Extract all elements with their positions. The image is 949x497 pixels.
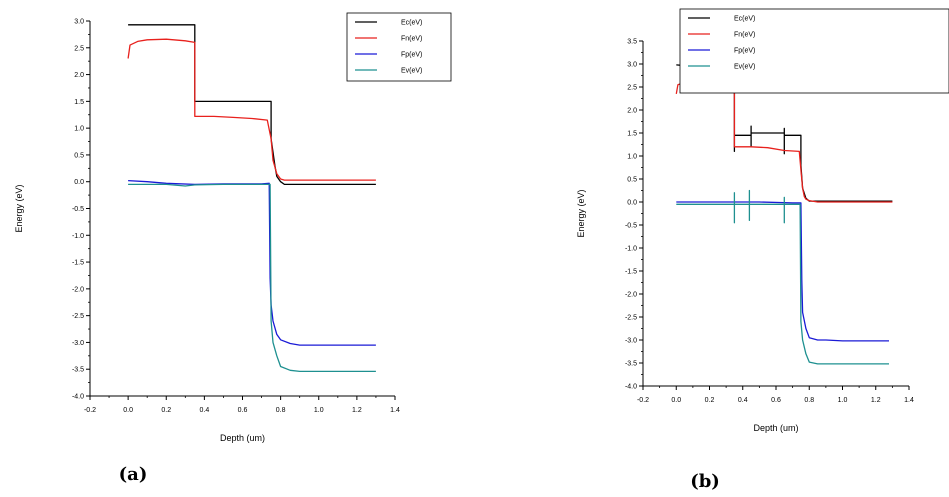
series-line-ec	[128, 24, 376, 186]
y-axis-label: Energy (eV)	[576, 189, 586, 237]
legend-label: Ec(eV)	[401, 20, 422, 27]
legend: Ec(eV) Fn(eV) Fp(eV) Ev(eV)	[346, 12, 452, 82]
chart-a: 3.0 2.5 2.0 1.5 1.0 0.5 0.0 -0.5 -1.0 -1.5 -2.0 -2.…	[14, 12, 452, 485]
legend: Ec(eV) Fn(eV) Fp(eV) Ev(eV)	[679, 8, 949, 94]
x-tick-label: 1.2	[871, 397, 881, 404]
x-tick-label: 0.0	[123, 407, 133, 414]
y-tick-label: -2.5	[72, 313, 84, 320]
y-tick-label: -0.5	[72, 206, 84, 213]
y-tick-label: -1.5	[625, 269, 637, 276]
legend-label: Ec(eV)	[734, 16, 755, 23]
panel-label: (a)	[119, 464, 148, 485]
y-tick-label: -3.5	[72, 367, 84, 374]
y-tick-label: -4.0	[72, 394, 84, 401]
x-tick-label: -0.2	[637, 397, 649, 404]
legend-label: Ev(eV)	[734, 64, 755, 71]
y-tick-label: -4.0	[625, 384, 637, 391]
series-line-ev	[128, 183, 376, 373]
panel-label: (b)	[690, 471, 720, 492]
y-tick-label: 1.0	[74, 126, 84, 133]
y-axis-label: Energy (eV)	[14, 184, 24, 232]
x-tick-label: -0.2	[84, 407, 96, 414]
y-tick-label: -2.5	[625, 315, 637, 322]
y-tick-label: -1.0	[72, 233, 84, 240]
x-axis-label: Depth (um)	[220, 433, 265, 443]
y-tick-label: 0.0	[74, 179, 84, 186]
y-tick-label: 3.0	[74, 19, 84, 26]
legend-label: Fn(eV)	[401, 36, 422, 43]
y-tick-label: 2.5	[627, 85, 637, 92]
x-tick-label: 0.2	[161, 407, 171, 414]
x-tick-label: 0.6	[771, 397, 781, 404]
chart-b: 3.5 3.0 2.5 2.0 1.5 1.0 0.5 0.0 -0.5 -1.0 -1.5 -2.0…	[576, 8, 949, 492]
series-line-fp	[676, 201, 889, 342]
y-tick-label: -3.5	[625, 361, 637, 368]
x-tick-label: 0.0	[671, 397, 681, 404]
y-tick-label: 2.5	[74, 45, 84, 52]
x-axis-label: Depth (um)	[753, 423, 798, 433]
x-tick-label: 1.0	[838, 397, 848, 404]
x-tick-label: 1.4	[904, 397, 914, 404]
y-tick-label: 1.0	[627, 154, 637, 161]
series-line-fp	[128, 179, 376, 346]
y-tick-label: 0.0	[627, 200, 637, 207]
y-tick-label: 0.5	[627, 177, 637, 184]
x-tick-label: 0.8	[276, 407, 286, 414]
legend-box	[679, 8, 949, 94]
y-tick-label: -1.5	[72, 260, 84, 267]
x-tick-label: 0.6	[238, 407, 248, 414]
y-tick-label: 1.5	[627, 131, 637, 138]
legend-label: Fn(eV)	[734, 32, 755, 39]
y-tick-label: -2.0	[72, 286, 84, 293]
y-tick-label: 1.5	[74, 99, 84, 106]
y-tick-label: 3.5	[627, 39, 637, 46]
y-tick-label: 0.5	[74, 152, 84, 159]
legend-label: Fp(eV)	[734, 48, 755, 55]
legend-box	[346, 12, 452, 82]
y-tick-label: 2.0	[627, 108, 637, 115]
y-tick-label: -2.0	[625, 292, 637, 299]
y-tick-label: 3.0	[627, 62, 637, 69]
x-tick-label: 0.4	[200, 407, 210, 414]
y-tick-label: -0.5	[625, 223, 637, 230]
y-tick-label: -3.0	[625, 338, 637, 345]
legend-label: Fp(eV)	[401, 52, 422, 59]
x-tick-label: 0.8	[804, 397, 814, 404]
x-tick-label: 0.2	[705, 397, 715, 404]
legend-label: Ev(eV)	[401, 68, 422, 75]
y-tick-label: 2.0	[74, 72, 84, 79]
y-tick-label: -3.0	[72, 340, 84, 347]
x-tick-label: 1.4	[390, 407, 400, 414]
series-line-ev	[676, 189, 889, 365]
x-tick-label: 0.4	[738, 397, 748, 404]
x-tick-label: 1.2	[352, 407, 362, 414]
y-tick-label: -1.0	[625, 246, 637, 253]
x-tick-label: 1.0	[314, 407, 324, 414]
series-line-fn	[127, 38, 376, 181]
